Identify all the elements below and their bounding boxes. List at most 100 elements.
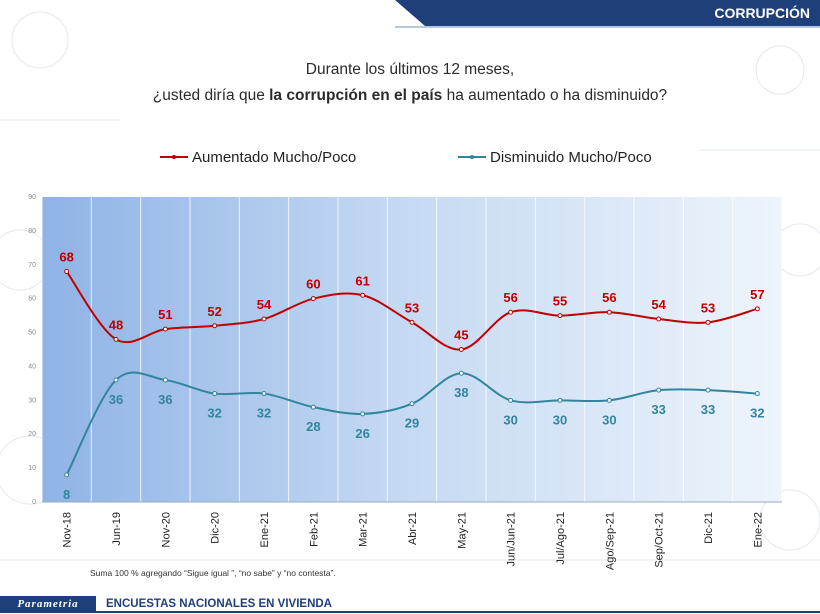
- question-post: ha aumentado o ha disminuido?: [442, 87, 668, 104]
- data-point: [754, 306, 760, 312]
- data-labels: 68 48 51 52 54 60 61 53 45 56 55 56 54 53 57 8 36 36 32 32 2…: [59, 250, 764, 502]
- x-tick-label: Jul/Ago-21: [555, 512, 567, 565]
- data-label: 68: [59, 250, 73, 265]
- footnote: Suma 100 % agregando “Sigue igual ”, “no…: [90, 568, 336, 578]
- data-label: 29: [405, 416, 419, 431]
- data-point: [64, 472, 70, 478]
- data-label: 36: [158, 392, 172, 407]
- data-label: 53: [701, 300, 715, 315]
- data-label: 26: [355, 426, 369, 441]
- x-tick-label: Sep/Oct-21: [654, 512, 666, 568]
- y-tick-label: 90: [28, 194, 36, 201]
- data-label: 30: [553, 412, 567, 427]
- x-axis: Nov-18 Jun-19 Nov-20 Dic-20 Ene-21 Feb-21 Mar-…: [42, 501, 782, 570]
- data-point: [606, 309, 612, 315]
- data-point: [458, 370, 464, 376]
- data-label: 54: [651, 297, 666, 312]
- data-label: 61: [355, 273, 369, 288]
- x-tick-label: Dic-20: [210, 512, 222, 544]
- x-tick-label: Jun/Jun-21: [506, 512, 518, 566]
- x-tick-label: Ene-21: [259, 512, 271, 547]
- section-title: CORRUPCIÓN: [714, 5, 810, 21]
- data-point: [162, 326, 168, 332]
- data-point: [113, 377, 119, 383]
- data-label: 51: [158, 307, 172, 322]
- y-tick-label: 40: [28, 363, 36, 370]
- data-label: 30: [503, 412, 517, 427]
- legend-aumentado: Aumentado Mucho/Poco: [160, 147, 356, 167]
- x-tick-label: Feb-21: [308, 512, 320, 547]
- question-line-2: ¿usted diría que la corrupción en el paí…: [0, 87, 820, 105]
- legend-label-aumentado: Aumentado Mucho/Poco: [192, 148, 357, 166]
- data-point: [212, 323, 218, 329]
- y-tick-label: 50: [28, 330, 36, 337]
- data-point: [310, 296, 316, 302]
- x-tick-label: Abr-21: [407, 512, 419, 545]
- y-tick-label: 0: [32, 499, 36, 506]
- question-bold: la corrupción en el país: [269, 87, 443, 104]
- data-label: 55: [553, 294, 567, 309]
- data-point: [409, 319, 415, 325]
- data-label: 56: [602, 290, 616, 305]
- y-tick-label: 20: [28, 431, 36, 438]
- data-point: [656, 387, 662, 393]
- question-line-1: Durante los últimos 12 meses,: [305, 61, 515, 78]
- line-chart: 0 10 20 30 40 50 60 70 80 90 Nov-18 Jun-19 Nov-20 Di…: [28, 194, 783, 570]
- data-point: [212, 391, 218, 397]
- y-tick-label: 80: [28, 228, 36, 235]
- data-label: 45: [454, 328, 468, 343]
- data-point: [508, 309, 514, 315]
- data-point: [705, 319, 711, 325]
- data-point: [557, 397, 563, 403]
- series-group: [64, 269, 760, 478]
- legend-label-disminuido: Disminuido Mucho/Poco: [490, 148, 652, 166]
- data-label: 48: [109, 317, 123, 332]
- plot-area: [42, 197, 782, 502]
- data-point: [162, 377, 168, 383]
- legend-line-red: [160, 155, 188, 159]
- x-tick-label: Nov-18: [62, 512, 74, 547]
- data-point: [557, 313, 563, 319]
- data-point: [310, 404, 316, 410]
- data-point: [409, 401, 415, 407]
- legend-line-teal: [458, 155, 486, 159]
- x-tick-label: Nov-20: [160, 512, 172, 547]
- data-label: 36: [109, 392, 123, 407]
- y-tick-label: 30: [28, 397, 36, 404]
- data-point: [656, 316, 662, 322]
- data-label: 28: [306, 419, 320, 434]
- data-label: 52: [207, 304, 221, 319]
- data-label: 33: [651, 402, 665, 417]
- data-point: [508, 397, 514, 403]
- data-label: 60: [306, 277, 320, 292]
- data-label: 32: [750, 406, 764, 421]
- x-tick-label: May-21: [456, 512, 468, 549]
- x-tick-label: Jun-19: [111, 512, 123, 546]
- footer-bar: [96, 611, 820, 613]
- legend-disminuido: Disminuido Mucho/Poco: [458, 147, 652, 167]
- y-axis: 0 10 20 30 40 50 60 70 80 90: [28, 194, 36, 506]
- y-tick-label: 70: [28, 262, 36, 269]
- data-label: 8: [63, 487, 70, 502]
- data-label: 32: [207, 406, 221, 421]
- data-point: [606, 397, 612, 403]
- header-bar: [395, 0, 820, 28]
- data-label: 57: [750, 287, 764, 302]
- data-point: [360, 411, 366, 417]
- x-tick-label: Ene-22: [752, 512, 764, 547]
- data-label: 53: [405, 300, 419, 315]
- question-pre: ¿usted diría que: [152, 87, 270, 104]
- x-tick-label: Mar-21: [358, 512, 370, 547]
- data-point: [261, 316, 267, 322]
- data-label: 33: [701, 402, 715, 417]
- parametria-logo: Parametria: [0, 596, 96, 613]
- data-point: [360, 292, 366, 298]
- data-point: [113, 336, 119, 342]
- data-point: [458, 347, 464, 352]
- data-label: 56: [503, 290, 517, 305]
- data-point: [261, 391, 267, 397]
- y-tick-label: 60: [28, 296, 36, 303]
- footer-text: ENCUESTAS NACIONALES EN VIVIENDA: [106, 598, 332, 610]
- data-point: [705, 387, 711, 393]
